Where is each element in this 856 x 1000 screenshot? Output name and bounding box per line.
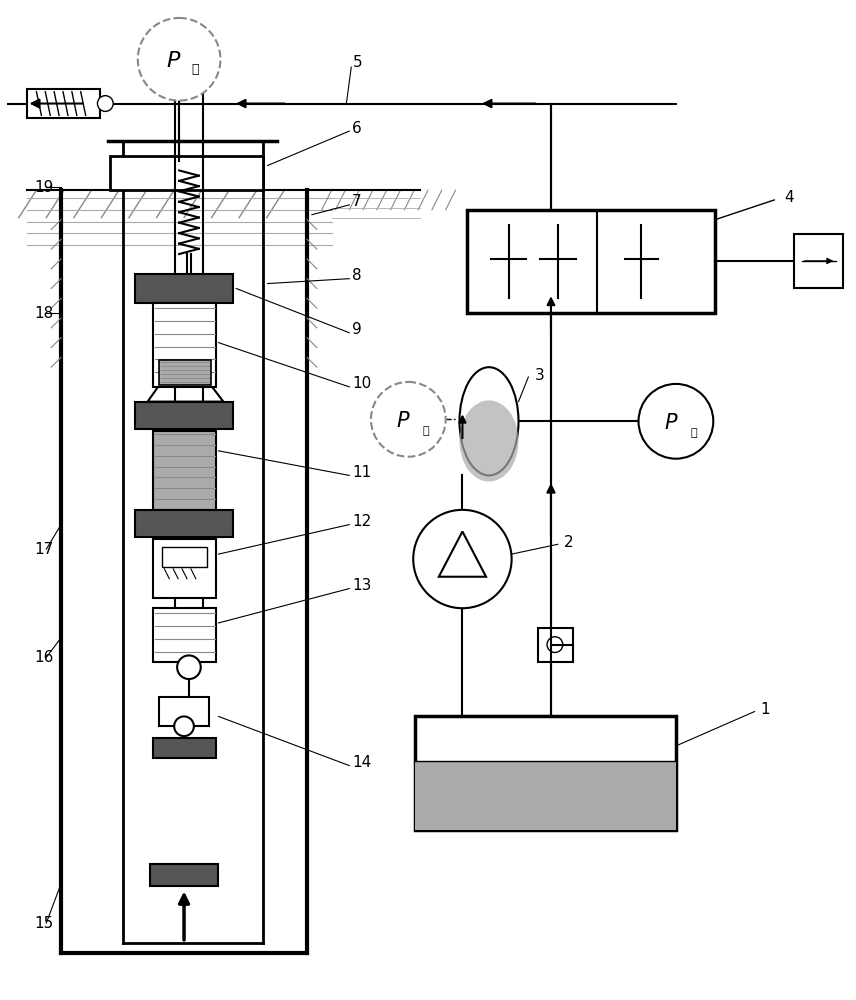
Circle shape — [98, 96, 113, 111]
Bar — [159, 697, 209, 726]
Text: 7: 7 — [353, 194, 362, 209]
Text: 3: 3 — [535, 368, 545, 383]
Bar — [163, 547, 206, 567]
Text: 1: 1 — [760, 702, 770, 717]
Bar — [152, 608, 217, 662]
Text: 13: 13 — [353, 578, 372, 593]
Text: 动: 动 — [423, 426, 430, 436]
Text: 12: 12 — [353, 514, 372, 529]
Circle shape — [177, 655, 201, 679]
Text: $P$: $P$ — [167, 51, 181, 71]
Text: 11: 11 — [353, 465, 372, 480]
Ellipse shape — [460, 400, 519, 482]
Bar — [135, 402, 233, 429]
Bar — [110, 156, 263, 190]
Bar — [135, 510, 233, 537]
Text: 18: 18 — [34, 306, 54, 321]
Text: 10: 10 — [353, 376, 372, 391]
Circle shape — [174, 716, 193, 736]
Bar — [538, 628, 573, 662]
Text: 14: 14 — [353, 755, 372, 770]
Text: 17: 17 — [34, 542, 54, 557]
Ellipse shape — [460, 367, 519, 475]
Text: 6: 6 — [353, 121, 362, 136]
Bar — [415, 716, 676, 830]
Text: $P$: $P$ — [663, 413, 678, 433]
Bar — [152, 431, 217, 510]
Text: 19: 19 — [34, 180, 54, 195]
Bar — [467, 210, 716, 313]
Text: 15: 15 — [34, 916, 54, 931]
Text: 9: 9 — [353, 322, 362, 337]
Bar — [150, 864, 218, 886]
Polygon shape — [147, 385, 223, 402]
Bar — [135, 274, 233, 303]
Bar — [794, 234, 843, 288]
Bar — [415, 761, 676, 830]
Bar — [152, 738, 217, 758]
Text: 5: 5 — [354, 55, 363, 70]
Circle shape — [413, 510, 512, 608]
Circle shape — [639, 384, 713, 459]
Text: 2: 2 — [564, 535, 574, 550]
Text: 回: 回 — [690, 428, 697, 438]
Circle shape — [138, 18, 221, 101]
Bar — [27, 89, 100, 118]
Bar — [152, 539, 217, 598]
Text: 16: 16 — [34, 650, 54, 665]
Text: 产: 产 — [191, 63, 199, 76]
Bar — [152, 303, 217, 387]
Bar — [159, 360, 211, 385]
Text: 4: 4 — [784, 190, 794, 205]
Circle shape — [371, 382, 446, 457]
Text: $P$: $P$ — [396, 411, 411, 431]
Text: 8: 8 — [353, 268, 362, 283]
